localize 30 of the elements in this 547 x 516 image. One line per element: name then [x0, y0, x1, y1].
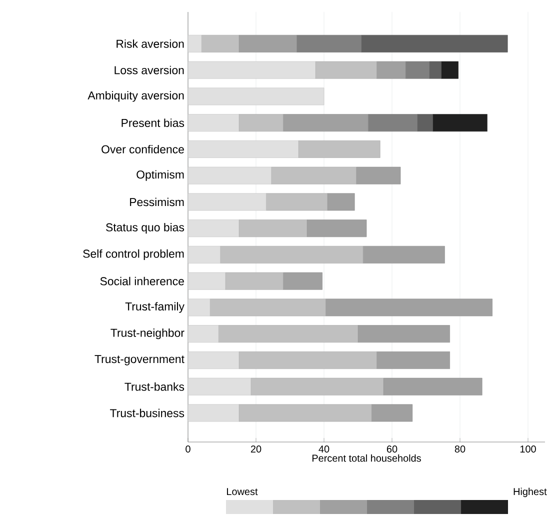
- text: Lowest: [227, 488, 258, 496]
- y-tick-label: Status quo bias: [106, 222, 184, 234]
- x-tick-label: 40: [318, 446, 330, 453]
- bar: [188, 88, 324, 106]
- y-tick-label: Trust-business: [110, 408, 184, 418]
- bar: [432, 114, 488, 132]
- x-tick-label: 60: [386, 446, 398, 453]
- text: Highest: [514, 488, 547, 498]
- x-tick-label: 0: [186, 446, 190, 453]
- y-tick-label: Trust-banks: [124, 382, 184, 391]
- bar: [429, 61, 442, 79]
- y-tick-label: Trust-neighbor: [110, 328, 184, 340]
- bar: [417, 114, 433, 132]
- y-tick-label: Over confidence: [102, 144, 184, 154]
- y-tick-label: Trust-family: [125, 302, 184, 313]
- bar: [361, 34, 508, 52]
- x-tick-label: 20: [250, 446, 262, 453]
- y-tick-label: Risk aversion: [116, 39, 184, 48]
- x-tick-label: 100: [520, 446, 536, 453]
- x-tick-label: 80: [454, 446, 466, 453]
- y-tick-label: Self control problem: [83, 249, 184, 260]
- y-tick-label: Pessimism: [130, 198, 184, 206]
- y-tick-label: Social inherence: [100, 276, 184, 286]
- y-tick-label: Trust-government: [94, 355, 184, 366]
- y-tick-label: Present bias: [122, 118, 184, 128]
- y-tick-label: Loss aversion: [114, 66, 184, 74]
- y-tick-label: Optimism: [136, 170, 184, 181]
- x-axis-title: Percent total households: [312, 454, 421, 462]
- y-tick-label: Ambiquity aversion: [88, 91, 184, 102]
- bar: [441, 61, 458, 79]
